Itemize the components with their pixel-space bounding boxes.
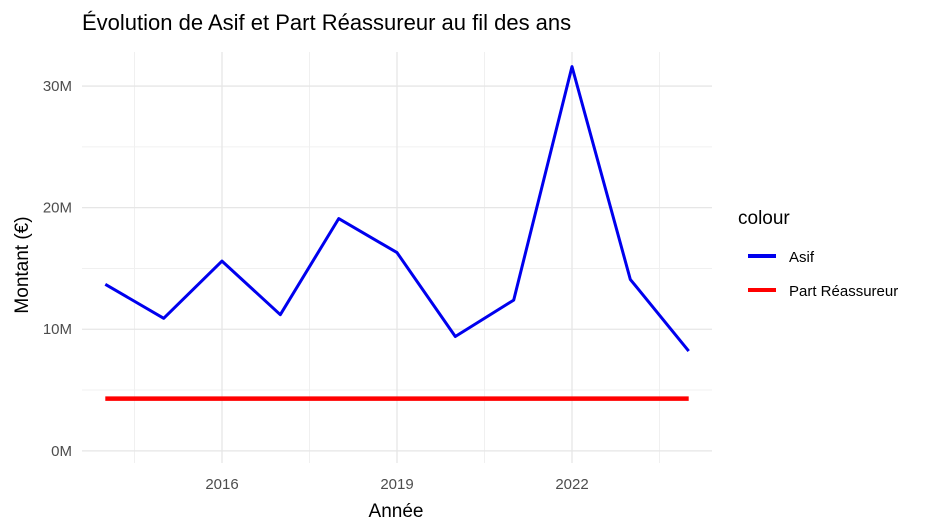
x-axis-title: Année (369, 501, 424, 522)
y-tick-label: 30M (43, 78, 72, 95)
y-tick-labels: 0M 10M 20M 30M (43, 78, 72, 460)
grid-major (82, 52, 712, 463)
series-line-asif (104, 65, 690, 353)
y-tick-label: 0M (51, 443, 72, 460)
legend-label-part-reassureur: Part Réassureur (789, 283, 898, 300)
y-tick-label: 10M (43, 321, 72, 338)
legend-label-asif: Asif (789, 249, 815, 266)
y-axis-title: Montant (€) (12, 216, 33, 313)
x-tick-label: 2022 (555, 476, 588, 493)
legend-title: colour (738, 208, 790, 229)
series-layer (104, 65, 690, 401)
chart-title: Évolution de Asif et Part Réassureur au … (82, 10, 571, 35)
y-tick-label: 20M (43, 200, 72, 217)
x-tick-label: 2016 (205, 476, 238, 493)
legend: colour Asif Part Réassureur (738, 208, 898, 300)
x-tick-label: 2019 (380, 476, 413, 493)
x-tick-labels: 2016 2019 2022 (205, 476, 588, 493)
